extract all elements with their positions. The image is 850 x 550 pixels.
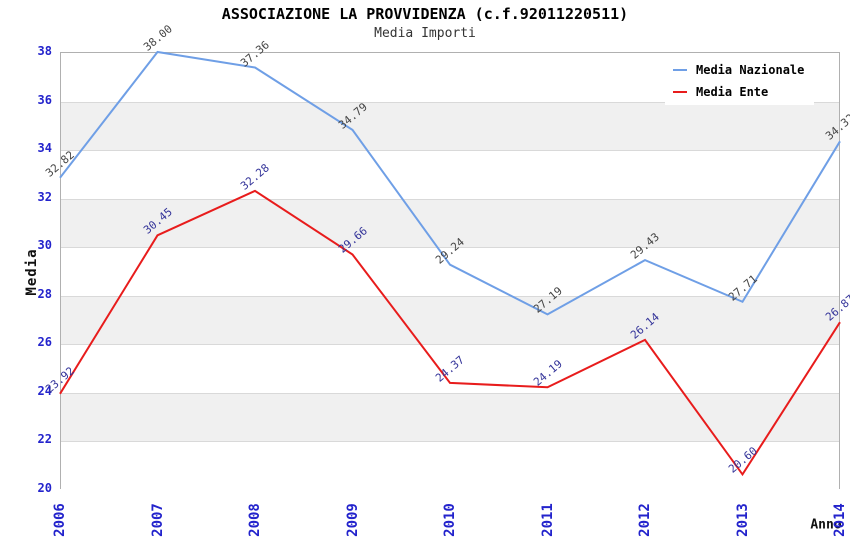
background-band [61,441,839,490]
x-axis-title: Anno [810,517,842,533]
y-tick-label: 32 [37,189,52,204]
grid-line [61,441,839,443]
national-line-marker-icon [673,69,687,71]
background-band [61,295,839,345]
y-tick-label: 38 [37,44,52,58]
x-tick-label: 2011 [539,503,556,537]
entity-line-marker-icon [673,91,687,93]
x-tick-label: 2013 [734,503,751,537]
background-band [61,198,839,248]
grid-line [61,392,839,394]
y-tick-label: 22 [37,432,52,447]
legend-item-media-ente: Media Ente [673,85,804,99]
y-tick-label: 28 [37,286,52,301]
grid-line [61,344,839,346]
y-tick-label: 20 [37,481,52,495]
plot-area [60,52,840,490]
y-tick-label: 24 [37,383,52,398]
y-tick-label: 34 [37,141,52,156]
x-tick-label: 2009 [344,503,361,537]
background-band [61,392,839,442]
x-tick-label: 2014 [832,503,848,537]
legend: Media Nazionale Media Ente [665,56,815,105]
grid-line [61,295,839,297]
grid-line [61,198,839,200]
x-tick-label: 2007 [149,503,166,537]
background-band [61,101,839,151]
y-tick-label: 30 [37,238,52,253]
legend-label: Media Nazionale [696,63,805,77]
background-band [61,150,839,199]
legend-label: Media Ente [696,85,769,99]
chart-subtitle: Media Importi [374,26,476,41]
y-tick-label: 36 [37,92,52,107]
x-tick-label: 2010 [442,503,458,537]
grid-line [61,150,839,152]
chart-title: ASSOCIAZIONE LA PROVVIDENZA (c.f.9201122… [221,5,629,23]
x-tick-label: 2006 [52,503,68,537]
legend-item-media-nazionale: Media Nazionale [673,63,804,77]
y-tick-label: 26 [37,335,52,350]
x-tick-label: 2008 [247,503,263,537]
x-tick-label: 2012 [637,503,653,537]
